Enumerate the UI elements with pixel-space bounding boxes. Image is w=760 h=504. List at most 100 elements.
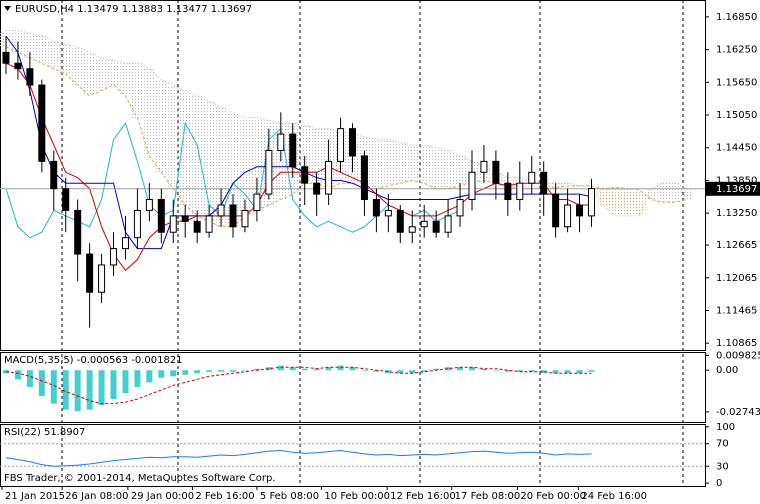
- cloud-hatch: [203, 101, 216, 222]
- cloud-hatch: [310, 128, 323, 184]
- candle-body: [564, 204, 572, 228]
- cloud-hatch: [35, 35, 48, 64]
- cloud-hatch: [442, 150, 455, 189]
- cloud-hatch: [167, 85, 180, 189]
- histogram-bar: [492, 370, 499, 371]
- span-b: [6, 30, 688, 217]
- cloud-hatch: [669, 183, 682, 203]
- candle-body: [110, 248, 118, 266]
- cloud-hatch: [633, 189, 646, 216]
- histogram-bar: [146, 370, 153, 383]
- histogram-bar: [409, 370, 416, 374]
- rsi-line: [5, 449, 592, 467]
- indicator-line: [5, 62, 592, 272]
- candle-body: [133, 209, 141, 239]
- watermark: FBS Trader, © 2001-2014, MetaQuotes Soft…: [4, 473, 275, 484]
- cloud-hatch: [645, 188, 658, 200]
- cloud-hatch: [370, 139, 383, 189]
- cloud-hatch: [227, 112, 239, 227]
- y-tick-label: 0.009825: [716, 350, 760, 361]
- histogram-bar: [301, 368, 308, 371]
- candle-body: [145, 199, 153, 211]
- candle-body: [50, 160, 58, 190]
- histogram-bar: [50, 370, 57, 404]
- cloud-hatch: [59, 44, 72, 75]
- candle-body: [396, 209, 404, 233]
- histogram-bar: [2, 370, 9, 374]
- candle-body: [289, 133, 297, 168]
- histogram-bar: [516, 370, 523, 372]
- candle-body: [181, 215, 189, 222]
- candle-body: [313, 182, 321, 195]
- histogram-bar: [218, 370, 225, 372]
- candle-body: [169, 215, 177, 233]
- macd-panel: [0, 352, 706, 423]
- y-tick-label: 70: [716, 439, 729, 450]
- histogram-bar: [62, 370, 69, 410]
- candle-body: [540, 171, 548, 195]
- candle-body: [193, 220, 201, 233]
- histogram-bar: [170, 370, 177, 377]
- cloud-hatch: [238, 117, 251, 216]
- histogram-bar: [349, 367, 356, 371]
- candle-body: [432, 220, 440, 233]
- y-tick-label: 1.10865: [716, 338, 757, 349]
- candle-body: [2, 51, 10, 64]
- x-tick-label: 24 Feb 16:00: [581, 491, 647, 502]
- histogram-bar: [265, 367, 272, 371]
- candle-body: [98, 264, 106, 293]
- cloud-hatch: [191, 95, 204, 216]
- cloud-hatch: [23, 33, 36, 58]
- y-tick-label: 1.12065: [716, 273, 757, 284]
- cloud-hatch: [274, 123, 287, 200]
- candle-body: [74, 209, 82, 255]
- cloud-hatch: [215, 106, 228, 227]
- candle-body: [325, 160, 333, 195]
- cloud-hatch: [95, 57, 108, 91]
- histogram-bar: [86, 370, 93, 410]
- candle-body: [265, 149, 273, 195]
- histogram-bar: [480, 368, 487, 371]
- y-tick-label: 0.00: [716, 365, 738, 376]
- histogram-bar: [361, 370, 368, 371]
- cloud-hatch: [597, 188, 610, 205]
- histogram-bar: [552, 370, 559, 374]
- candle-body: [277, 133, 285, 151]
- candle-body: [14, 62, 22, 70]
- histogram-bar: [289, 367, 296, 371]
- histogram-bar: [241, 370, 248, 371]
- histogram-bar: [445, 367, 452, 371]
- histogram-bar: [576, 370, 583, 374]
- cloud-hatch: [107, 60, 120, 86]
- cloud-hatch: [657, 183, 670, 203]
- candle-body: [552, 193, 560, 228]
- cloud-hatch: [119, 63, 132, 96]
- histogram-bar: [277, 365, 284, 371]
- cloud-hatch: [155, 79, 168, 173]
- histogram-bar: [14, 370, 21, 380]
- cloud-hatch: [179, 90, 192, 205]
- y-tick-label: 1.15650: [716, 77, 757, 88]
- histogram-bar: [325, 367, 332, 371]
- histogram-bar: [98, 370, 105, 406]
- histogram-bar: [158, 370, 165, 378]
- cloud-hatch: [681, 188, 694, 200]
- histogram-bar: [504, 370, 511, 372]
- histogram-bar: [457, 367, 464, 371]
- candle-body: [121, 237, 129, 250]
- candle-body: [253, 193, 261, 211]
- candle-body: [480, 160, 488, 173]
- x-tick-label: 10 Feb 00:00: [324, 491, 390, 502]
- span-a: [5, 46, 688, 228]
- cloud-hatch: [430, 147, 443, 189]
- candle-body: [86, 253, 94, 293]
- last-price-box: [706, 181, 760, 196]
- cloud-hatch: [250, 117, 263, 211]
- x-tick-label: 29 Jan 00:00: [131, 491, 194, 502]
- cloud-hatch: [394, 142, 407, 184]
- candle-body: [408, 226, 416, 233]
- candle-body: [444, 215, 452, 233]
- histogram-bar: [182, 370, 189, 375]
- y-tick-label: 1.12665: [716, 240, 757, 251]
- histogram-bar: [528, 370, 535, 372]
